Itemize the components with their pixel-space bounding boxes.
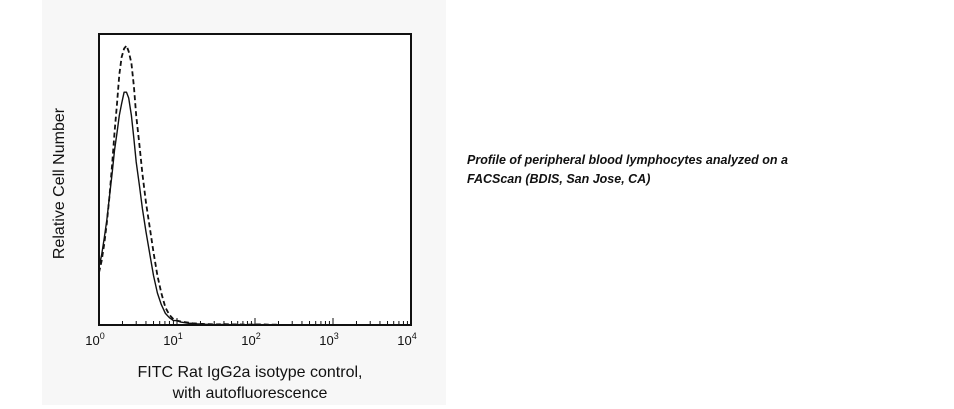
x-axis-label-line-1: FITC Rat IgG2a isotype control, xyxy=(138,364,363,381)
x-tick-label: 102 xyxy=(241,331,260,348)
figure-panel: 100 101 102 103 104 FITC Rat IgG2a isotype co… xyxy=(42,0,446,405)
histogram-chart: 100 101 102 103 104 FITC Rat IgG2a isotype co… xyxy=(51,33,417,402)
x-tick-label: 100 xyxy=(85,331,104,348)
caption-line-1: Profile of peripheral blood lymphocytes … xyxy=(467,153,788,167)
x-axis-label-line-2: with autofluorescence xyxy=(172,385,328,402)
caption-line-2: FACScan (BDIS, San Jose, CA) xyxy=(467,172,651,186)
dashed-histogram-line xyxy=(98,44,279,326)
x-tick-label: 103 xyxy=(319,331,338,348)
y-axis-label: Relative Cell Number xyxy=(51,107,68,259)
figure-caption: Profile of peripheral blood lymphocytes … xyxy=(467,151,847,189)
x-tick-label: 101 xyxy=(163,331,182,348)
plot-frame xyxy=(98,33,412,326)
x-tick-label: 104 xyxy=(397,331,416,348)
